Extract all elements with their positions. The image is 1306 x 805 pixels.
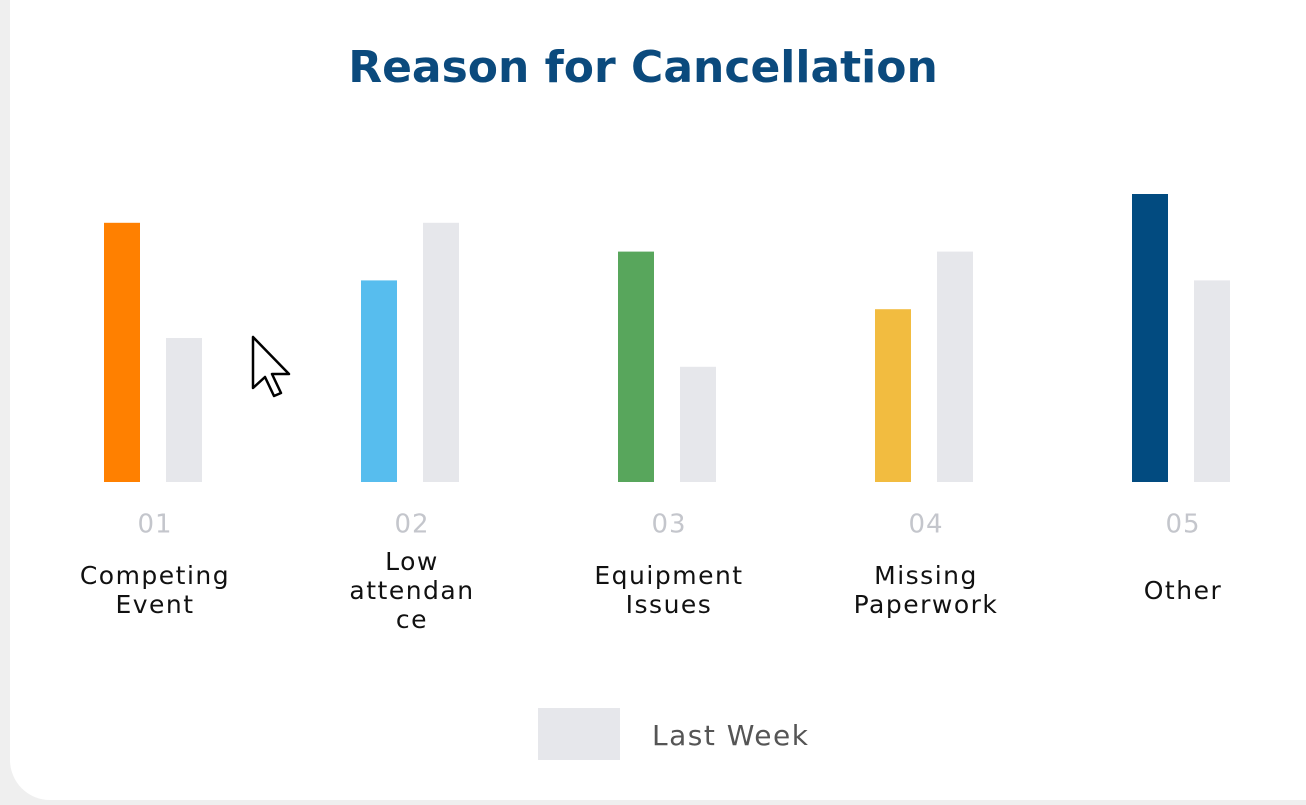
bar [875, 309, 911, 482]
bar [680, 366, 716, 482]
category-code: 02 [394, 510, 429, 540]
category-text: Competing Event [79, 561, 231, 619]
bar [1132, 194, 1168, 482]
bar [1194, 280, 1230, 482]
bar [166, 338, 202, 482]
category-label: Equipment Issues [587, 548, 752, 632]
category-label: Other [1108, 548, 1258, 632]
bar [104, 222, 140, 483]
legend-label: Last Week [652, 719, 809, 752]
cursor [251, 335, 291, 398]
bar [361, 280, 397, 482]
category-text: Equipment Issues [594, 561, 744, 619]
category-text: Low attendance [349, 546, 475, 634]
category-text: Missing Paperwork [853, 561, 999, 619]
category-code: 04 [908, 510, 943, 540]
bar [423, 222, 459, 483]
category-label: Missing Paperwork [839, 548, 1014, 632]
card [10, 0, 1306, 800]
category-label: Low attendance [347, 546, 477, 634]
category-text: Other [1143, 575, 1223, 605]
bar [937, 251, 973, 482]
category-code: 01 [137, 510, 172, 540]
legend-swatch [538, 708, 620, 760]
bar [618, 251, 654, 482]
category-label: Competing Event [60, 548, 250, 632]
chart-title: Reason for Cancellation [348, 42, 938, 93]
category-code: 03 [651, 510, 686, 540]
category-code: 05 [1165, 510, 1200, 540]
